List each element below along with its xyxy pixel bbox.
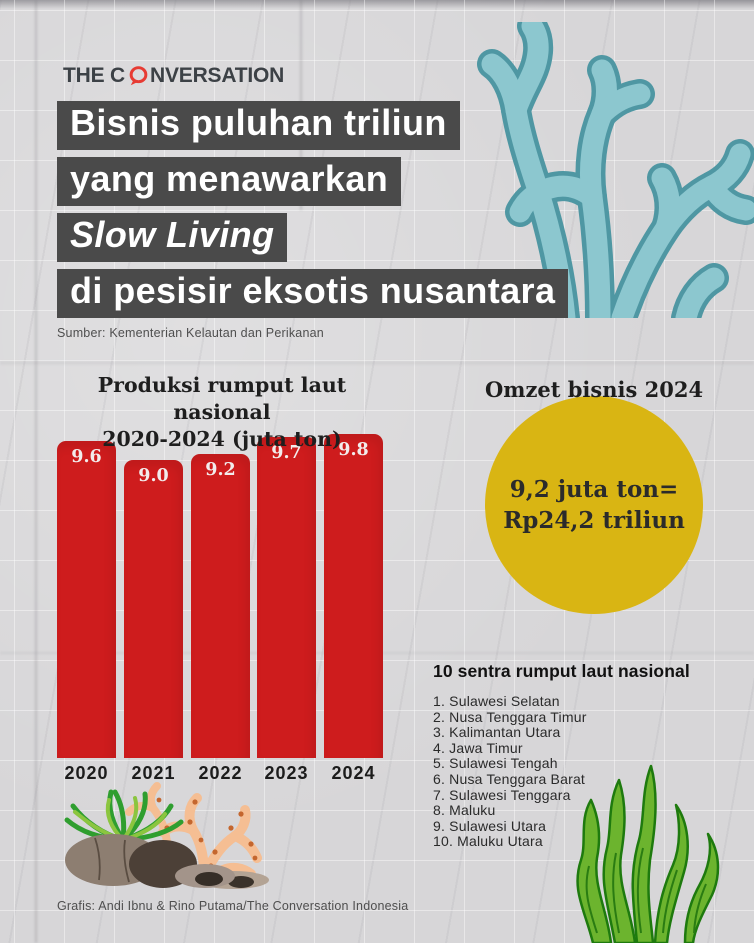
data-source-note: Sumber: Kementerian Kelautan dan Perikan… — [57, 326, 324, 340]
bar-2024: 9.8 — [324, 434, 383, 758]
bar-2021: 9.0 — [124, 460, 183, 758]
paper-crease — [35, 0, 37, 943]
bar-value-label: 9.0 — [138, 466, 169, 486]
green-kelp-illustration — [576, 764, 720, 943]
sentra-list: 1. Sulawesi Selatan 2. Nusa Tenggara Timu… — [433, 693, 587, 850]
headline-line-3-slow-living: Slow Living — [57, 213, 288, 262]
x-axis-label-2024: 2024 — [331, 763, 376, 783]
bar-2022: 9.2 — [191, 453, 250, 758]
chart-title: Produksi rumput laut nasional 2020-2024 … — [56, 372, 388, 453]
bar-value-label: 9.8 — [338, 440, 369, 460]
sentra-list-item: 6. Nusa Tenggara Barat — [433, 770, 586, 787]
x-axis-label-2023: 2023 — [264, 763, 309, 783]
x-axis-label-2022: 2022 — [198, 763, 243, 783]
production-bar-chart: 9.6 2020 9.0 2021 9.2 2022 9.7 2023 9.8 2024 — [57, 433, 384, 783]
bar-2023: 9.7 — [257, 437, 316, 758]
sentra-list-item: 7. Sulawesi Tenggara — [433, 786, 571, 803]
omzet-value-line-2: Rp24,2 triliun — [503, 507, 685, 534]
reef-rocks-illustration — [64, 782, 269, 889]
sentra-list-item: 10. Maluku Utara — [433, 833, 543, 850]
sentra-list-item: 5. Sulawesi Tengah — [433, 755, 558, 772]
speech-bubble-o-icon — [129, 66, 148, 86]
logo-text-left: THE C — [63, 64, 126, 87]
sentra-list-item: 1. Sulawesi Selatan — [433, 693, 560, 709]
bar-value-label: 9.6 — [71, 446, 102, 467]
headline: Bisnis puluhan triliun yang menawarkan S… — [57, 101, 569, 325]
headline-line-2: yang menawarkan — [57, 157, 402, 206]
bar-2020: 9.6 — [57, 440, 116, 758]
the-conversation-logo: THE C NVERSATION — [63, 64, 284, 88]
sentra-list-item: 4. Jawa Timur — [433, 739, 523, 756]
omzet-value-line-1: 9,2 juta ton= — [509, 476, 679, 503]
headline-line-1: Bisnis puluhan triliun — [57, 101, 460, 150]
sentra-list-heading: 10 sentra rumput laut nasional — [433, 661, 690, 681]
bar-value-label: 9.7 — [271, 443, 302, 464]
bar-value-label: 9.2 — [205, 459, 236, 480]
chart-title-line-2: 2020-2024 (juta ton) — [102, 427, 342, 451]
chart-title-line-1: Produksi rumput laut nasional — [97, 373, 347, 424]
omzet-heading: Omzet bisnis 2024 — [484, 377, 704, 402]
headline-line-4: di pesisir eksotis nusantara — [57, 269, 569, 318]
sentra-list-item: 8. Maluku — [433, 802, 496, 819]
omzet-circle-badge: 9,2 juta ton= Rp24,2 triliun — [485, 396, 703, 614]
paper-crease — [0, 362, 754, 364]
x-axis-label-2020: 2020 — [64, 763, 109, 783]
sentra-list-item: 2. Nusa Tenggara Timur — [433, 708, 587, 725]
logo-text-right: NVERSATION — [150, 64, 285, 87]
x-axis-label-2021: 2021 — [131, 763, 176, 783]
sentra-list-item: 3. Kalimantan Utara — [433, 724, 561, 741]
sentra-list-item: 9. Sulawesi Utara — [433, 817, 547, 834]
graphics-credit: Grafis: Andi Ibnu & Rino Putama/The Conv… — [57, 899, 409, 913]
